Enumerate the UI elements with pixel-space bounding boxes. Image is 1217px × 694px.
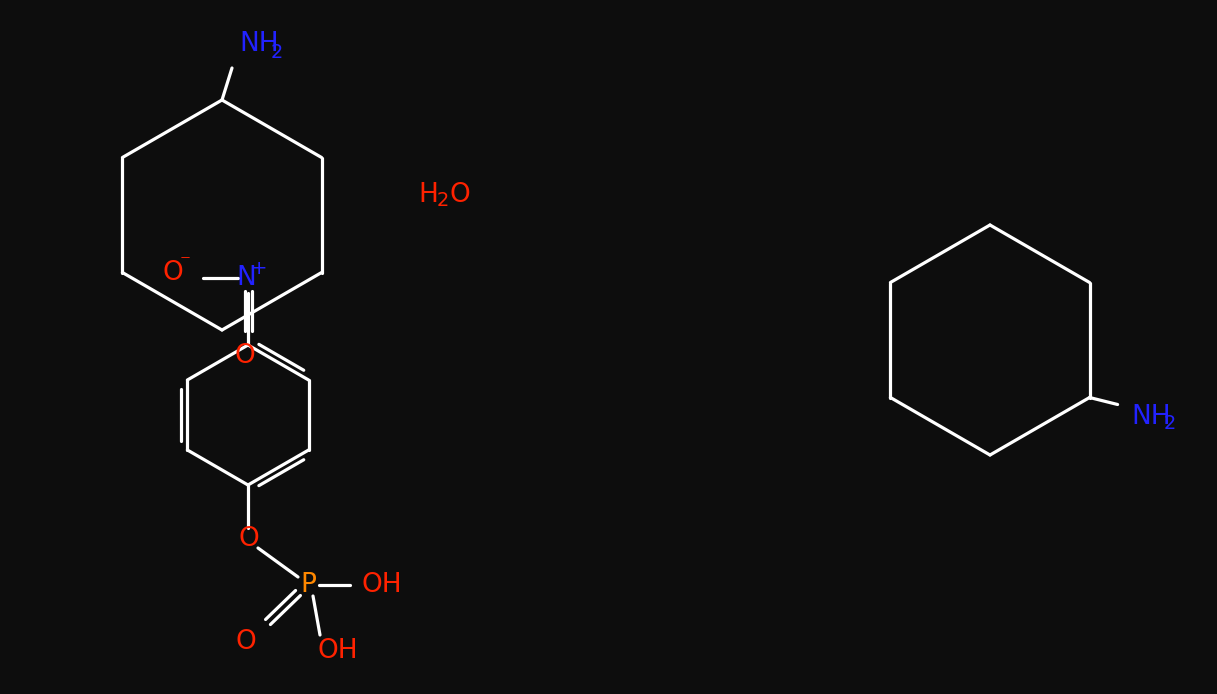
Text: O: O — [163, 260, 184, 286]
Text: O: O — [239, 526, 259, 552]
Text: NH: NH — [1132, 403, 1171, 430]
Text: 2: 2 — [1163, 414, 1176, 433]
Text: OH: OH — [318, 638, 358, 664]
Text: ⁻: ⁻ — [179, 252, 191, 272]
Text: OH: OH — [361, 572, 403, 598]
Text: O: O — [236, 629, 257, 655]
Text: 2: 2 — [437, 190, 449, 210]
Text: 2: 2 — [271, 42, 284, 62]
Text: P: P — [301, 572, 316, 598]
Text: H: H — [419, 182, 438, 208]
Text: N: N — [236, 265, 256, 291]
Text: +: + — [251, 258, 268, 278]
Text: O: O — [235, 343, 256, 369]
Text: NH: NH — [239, 31, 279, 57]
Text: O: O — [449, 182, 471, 208]
